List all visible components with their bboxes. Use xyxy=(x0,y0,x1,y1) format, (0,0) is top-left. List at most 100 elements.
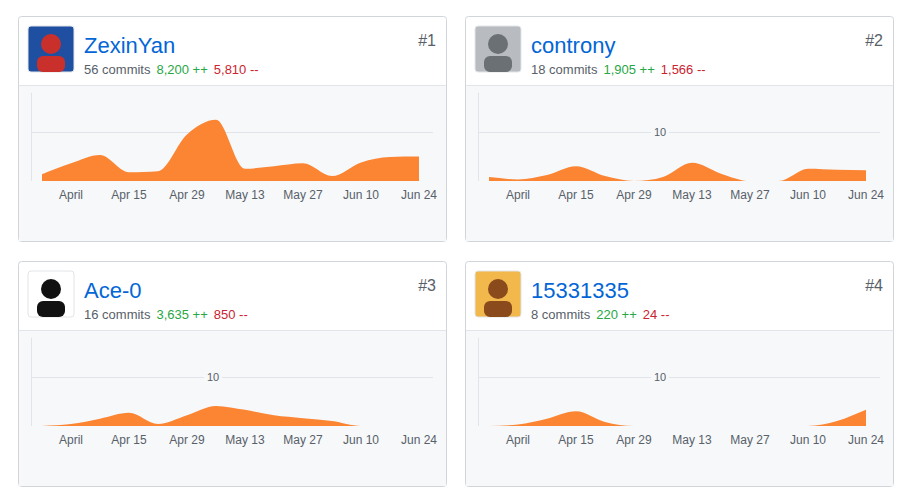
x-tick-label: May 13 xyxy=(225,188,265,202)
x-tick-label: Apr 15 xyxy=(111,433,147,447)
avatar-body xyxy=(37,301,65,317)
y-axis-line xyxy=(31,93,32,181)
grid-line xyxy=(31,377,433,378)
commit-area xyxy=(489,163,866,181)
x-tick-label: April xyxy=(59,188,83,202)
stat: 56 commits xyxy=(84,62,151,77)
x-tick-label: Apr 29 xyxy=(169,188,205,202)
username[interactable]: 15331335 xyxy=(531,278,629,303)
card-frame xyxy=(466,262,894,487)
marks xyxy=(489,410,866,426)
x-tick-label: Jun 24 xyxy=(401,188,437,202)
y-tick-label: 10 xyxy=(654,371,666,383)
chart-background xyxy=(19,85,446,241)
stat: 24 -- xyxy=(643,307,670,322)
stats: 18 commits 1,905 ++ 1,566 -- xyxy=(531,62,706,77)
x-tick-label: May 27 xyxy=(283,188,323,202)
grid-line xyxy=(31,132,433,133)
avatar-bg xyxy=(475,26,521,72)
contributor-card: controny #2 18 commits 1,905 ++ 1,566 -- 10 Ap… xyxy=(466,17,894,242)
stat: 5,810 -- xyxy=(214,62,259,77)
x-tick-label: April xyxy=(506,433,530,447)
header-divider xyxy=(19,85,447,86)
marks xyxy=(42,406,419,426)
card-frame xyxy=(466,17,894,242)
stat: 1,905 ++ xyxy=(603,62,654,77)
stat: 16 commits xyxy=(84,307,151,322)
x-tick-label: Apr 15 xyxy=(558,433,594,447)
x-tick-label: Apr 29 xyxy=(169,433,205,447)
stats: 16 commits 3,635 ++ 850 -- xyxy=(84,307,248,322)
avatar-head xyxy=(488,34,508,54)
chart-background xyxy=(19,330,446,486)
stats: 56 commits 8,200 ++ 5,810 -- xyxy=(84,62,259,77)
avatar xyxy=(475,26,521,72)
header-divider xyxy=(19,330,447,331)
x-tick-label: Apr 29 xyxy=(616,433,652,447)
rank: #2 xyxy=(865,32,883,49)
x-tick-label: April xyxy=(59,433,83,447)
username[interactable]: Ace-0 xyxy=(84,278,141,303)
stats: 8 commits 220 ++ 24 -- xyxy=(531,307,669,322)
avatar xyxy=(28,26,74,72)
grid-line xyxy=(478,132,880,133)
tick-label-bg xyxy=(204,370,222,383)
y-axis-line xyxy=(478,93,479,181)
commit-area xyxy=(42,120,419,181)
stat: 220 ++ xyxy=(596,307,637,322)
avatar-bg xyxy=(475,271,521,317)
contributor-card: 15331335#48 commits220 ++24 --10AprilApr… xyxy=(466,262,894,487)
x-tick-label: Apr 15 xyxy=(111,188,147,202)
y-axis-line xyxy=(31,338,32,426)
x-tick-label: May 13 xyxy=(225,433,265,447)
avatar-body xyxy=(484,301,512,317)
username[interactable]: ZexinYan xyxy=(84,33,175,58)
avatar-head xyxy=(41,34,61,54)
stat: 8 commits xyxy=(531,307,591,322)
x-tick-label: Jun 24 xyxy=(401,433,437,447)
y-tick-label: 10 xyxy=(207,371,219,383)
rank: #3 xyxy=(418,277,436,294)
avatar xyxy=(28,271,74,317)
commit-area xyxy=(489,410,866,426)
stat: 3,635 ++ xyxy=(156,307,207,322)
x-tick-label: Apr 15 xyxy=(558,188,594,202)
grid-line xyxy=(478,377,880,378)
x-tick-label: Jun 10 xyxy=(790,433,826,447)
header-divider xyxy=(466,85,894,86)
x-tick-label: Apr 29 xyxy=(616,188,652,202)
y-axis-line xyxy=(478,338,479,426)
contributor-card: Ace-0 #3 16 commits 3,635 ++ 850 -- 10 April Ap… xyxy=(19,262,447,487)
stat: 850 -- xyxy=(214,307,248,322)
page: ZexinYan#156 commits8,200 ++5,810 --Apri… xyxy=(0,0,906,504)
avatar-body xyxy=(484,56,512,72)
card-frame xyxy=(19,17,447,242)
avatar-body xyxy=(37,56,65,72)
x-tick-label: May 27 xyxy=(730,433,770,447)
avatar-head xyxy=(488,279,508,299)
avatar-head xyxy=(41,279,61,299)
x-tick-label: Jun 10 xyxy=(790,188,826,202)
stat: 18 commits xyxy=(531,62,598,77)
card-frame xyxy=(19,262,447,487)
chart-background xyxy=(466,330,893,486)
x-tick-label: Jun 10 xyxy=(343,433,379,447)
tick-label-bg xyxy=(651,125,669,138)
stat: 8,200 ++ xyxy=(156,62,207,77)
x-tick-label: Jun 24 xyxy=(848,433,884,447)
username[interactable]: controny xyxy=(531,33,615,58)
contributor-card: ZexinYan#156 commits8,200 ++5,810 --Apri… xyxy=(19,17,447,242)
y-tick-label: 10 xyxy=(654,126,666,138)
marks xyxy=(42,120,419,181)
avatar xyxy=(475,271,521,317)
x-tick-label: May 27 xyxy=(283,433,323,447)
x-tick-label: May 13 xyxy=(672,433,712,447)
stat: 1,566 -- xyxy=(661,62,706,77)
x-tick-label: May 13 xyxy=(672,188,712,202)
chart-background xyxy=(466,85,893,241)
tick-label-bg xyxy=(651,370,669,383)
x-tick-label: Jun 24 xyxy=(848,188,884,202)
avatar-bg xyxy=(28,26,74,72)
x-tick-label: Jun 10 xyxy=(343,188,379,202)
marks xyxy=(489,163,866,181)
